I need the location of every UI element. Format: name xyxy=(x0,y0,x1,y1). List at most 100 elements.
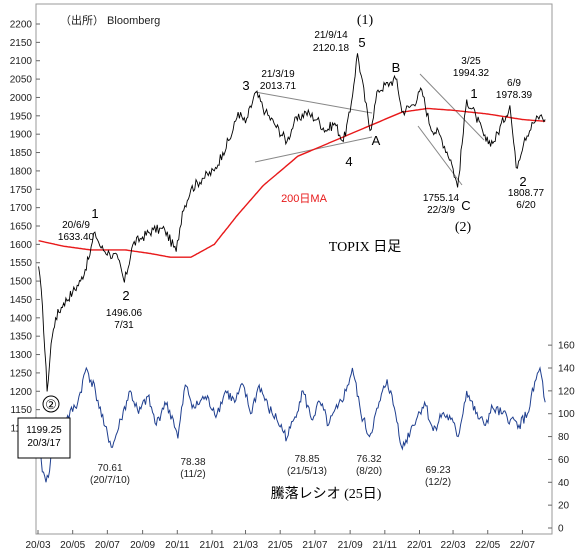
left-tick-label: 1500 xyxy=(10,277,33,288)
channel-upper xyxy=(419,73,485,141)
wave-1-2020: 1 xyxy=(91,206,98,221)
x-tick-label: 20/11 xyxy=(165,540,190,551)
left-tick-label: 1650 xyxy=(10,222,33,233)
boxed-low-date: 20/3/17 xyxy=(27,438,61,449)
ratio-low-date: (20/7/10) xyxy=(90,475,130,486)
wave-2-circle-icon xyxy=(42,395,60,413)
ratio-low-value: 78.85 xyxy=(294,454,319,465)
right-tick-label: 20 xyxy=(558,501,570,512)
wave-5: 5 xyxy=(358,35,365,50)
x-tick-label: 22/05 xyxy=(475,540,500,551)
waveC-date: 22/3/9 xyxy=(427,205,455,216)
ratio-low-date: (11/2) xyxy=(180,469,205,480)
peak-2020-value: 1633.40 xyxy=(58,232,95,243)
right-tick-label: 100 xyxy=(558,409,575,420)
left-tick-label: 1900 xyxy=(10,130,33,141)
left-tick-label: 1600 xyxy=(10,240,33,251)
low-2020-box xyxy=(17,417,71,459)
left-tick-label: 1300 xyxy=(10,350,33,361)
left-tick-label: 1800 xyxy=(10,166,33,177)
x-tick-label: 20/09 xyxy=(130,540,155,551)
wave-2-2022: 2 xyxy=(519,174,526,189)
right-tick-label: 120 xyxy=(558,386,575,397)
x-axis: 20/03 20/05 20/07 20/09 20/11 21/01 21/03 21/05… xyxy=(25,530,535,551)
x-tick-label: 20/05 xyxy=(60,540,85,551)
right-tick-label: 80 xyxy=(558,432,570,443)
ratio-title: 騰落レシオ (25日) xyxy=(271,485,382,502)
wave-3: 3 xyxy=(242,78,249,93)
channel-lower xyxy=(417,125,463,186)
left-tick-label: 1550 xyxy=(10,258,33,269)
right-tick-label: 60 xyxy=(558,455,570,466)
x-tick-label: 20/03 xyxy=(25,540,50,551)
low-2020-date: 7/31 xyxy=(114,320,134,331)
sub1b-value: 1978.39 xyxy=(496,90,533,101)
sub1b-date: 6/9 xyxy=(507,78,521,89)
x-tick-label: 22/01 xyxy=(407,540,432,551)
ratio-line xyxy=(38,366,546,483)
right-tick-label: 0 xyxy=(558,524,564,535)
right-tick-label: 160 xyxy=(558,341,575,352)
wave-B: B xyxy=(392,60,401,75)
left-tick-label: 2000 xyxy=(10,93,33,104)
ratio-low-value: 78.38 xyxy=(180,457,205,468)
left-tick-label: 2150 xyxy=(10,38,33,49)
topix-title: TOPIX 日足 xyxy=(329,240,401,255)
left-tick-label: 1150 xyxy=(10,405,32,416)
x-tick-label: 21/03 xyxy=(233,540,258,551)
plot-frame xyxy=(35,3,553,535)
left-tick-label: 2200 xyxy=(10,20,33,31)
wave-2-circled: ② xyxy=(45,397,57,412)
right-tick-label: 40 xyxy=(558,478,570,489)
left-tick-label: 1750 xyxy=(10,185,33,196)
source-label: （出所） Bloomberg xyxy=(60,13,160,27)
left-tick-label: 1200 xyxy=(10,387,33,398)
wave3-date: 21/3/19 xyxy=(261,69,295,80)
ratio-low-date: (21/5/13) xyxy=(287,466,327,477)
wave-main-bottom: (2) xyxy=(455,220,472,235)
ma200-line xyxy=(38,107,546,258)
ratio-low-date: (8/20) xyxy=(356,466,382,477)
x-tick-label: 21/05 xyxy=(268,540,293,551)
wave3-value: 2013.71 xyxy=(260,81,297,92)
right-axis: 0 20 40 60 80 100 120 140 160 xyxy=(548,341,575,535)
wave5-value: 2120.18 xyxy=(313,43,350,54)
left-tick-label: 1450 xyxy=(10,295,33,306)
ratio-low-value: 76.32 xyxy=(356,454,381,465)
x-tick-label: 22/03 xyxy=(441,540,466,551)
wave-A: A xyxy=(372,133,381,148)
left-tick-label: 1400 xyxy=(10,313,33,324)
sub2-value: 1808.77 xyxy=(508,188,545,199)
x-tick-label: 22/07 xyxy=(510,540,535,551)
x-tick-label: 21/09 xyxy=(338,540,363,551)
ma-label: 200日MA xyxy=(281,193,328,205)
trendline-upper xyxy=(254,91,373,114)
ratio-low-value: 70.61 xyxy=(97,463,122,474)
boxed-low-value: 1199.25 xyxy=(26,425,62,436)
wave-4: 4 xyxy=(345,154,352,169)
right-tick-label: 140 xyxy=(558,364,575,375)
wave-C: C xyxy=(461,198,470,213)
left-tick-label: 1850 xyxy=(10,148,33,159)
wave-main-top: (1) xyxy=(357,13,374,28)
ratio-low-labels: 70.61(20/7/10) 78.38(11/2) 78.85(21/5/13) 7… xyxy=(90,454,451,488)
left-tick-label: 1250 xyxy=(10,368,33,379)
left-tick-label: 1950 xyxy=(10,111,33,122)
left-tick-label: 1700 xyxy=(10,203,33,214)
peak-2020-date: 20/6/9 xyxy=(62,220,90,231)
x-tick-label: 21/01 xyxy=(199,540,224,551)
left-tick-label: 2050 xyxy=(10,75,33,86)
wave5-date: 21/9/14 xyxy=(314,30,348,41)
sub1a-value: 1994.32 xyxy=(453,68,490,79)
topix-line xyxy=(38,53,546,392)
waveC-value: 1755.14 xyxy=(423,193,460,204)
left-tick-label: 1350 xyxy=(10,332,33,343)
x-tick-label: 20/07 xyxy=(95,540,120,551)
ratio-low-value: 69.23 xyxy=(425,465,450,476)
x-tick-label: 21/11 xyxy=(373,540,398,551)
x-tick-label: 21/07 xyxy=(302,540,327,551)
wave-2-2020: 2 xyxy=(122,288,129,303)
sub1a-date: 3/25 xyxy=(461,56,481,67)
ratio-low-date: (12/2) xyxy=(425,477,451,488)
